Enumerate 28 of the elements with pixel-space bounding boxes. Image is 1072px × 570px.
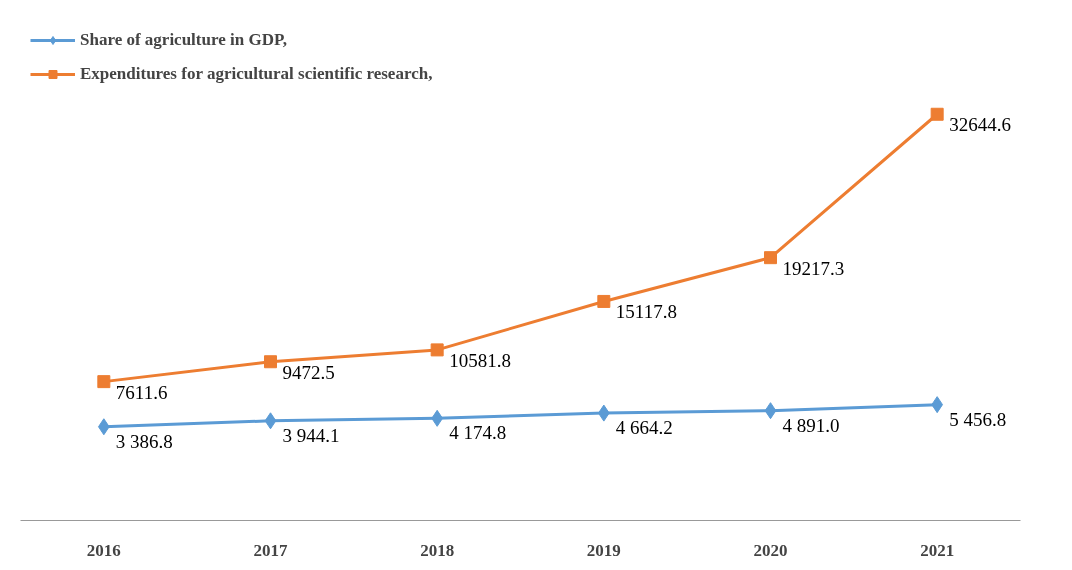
data-label: 5 456.8	[949, 408, 1007, 430]
point	[930, 107, 944, 121]
x-tick-label: 2020	[753, 540, 788, 560]
data-label: 32644.6	[949, 114, 1011, 136]
data-label: 4 891.0	[782, 414, 840, 436]
data-label: 10581.8	[449, 349, 511, 371]
x-tick-label: 2019	[586, 540, 621, 560]
point	[764, 251, 777, 265]
x-tick-label: 2016	[86, 540, 121, 560]
point	[764, 402, 777, 420]
data-label: 4 174.8	[449, 422, 507, 444]
data-label: 3 386.8	[115, 430, 173, 452]
x-tick-label: 2021	[920, 540, 955, 560]
data-label: 19217.3	[782, 257, 845, 279]
data-label: 3 944.1	[282, 424, 340, 446]
point	[597, 294, 611, 308]
point	[264, 355, 277, 369]
x-tick-label: 2017	[253, 540, 288, 560]
data-label: 9472.5	[282, 361, 335, 383]
point	[97, 375, 111, 389]
legend-label: Share of agriculture in GDP,	[80, 30, 287, 50]
data-label: 15117.8	[615, 301, 677, 323]
x-tick-label: 2018	[420, 540, 455, 560]
data-label: 4 664.2	[615, 417, 673, 439]
legend-label: Expenditures for agricultural scientific research,	[80, 64, 433, 84]
data-label: 7611.6	[115, 381, 168, 403]
point	[264, 412, 277, 430]
point	[430, 343, 444, 357]
